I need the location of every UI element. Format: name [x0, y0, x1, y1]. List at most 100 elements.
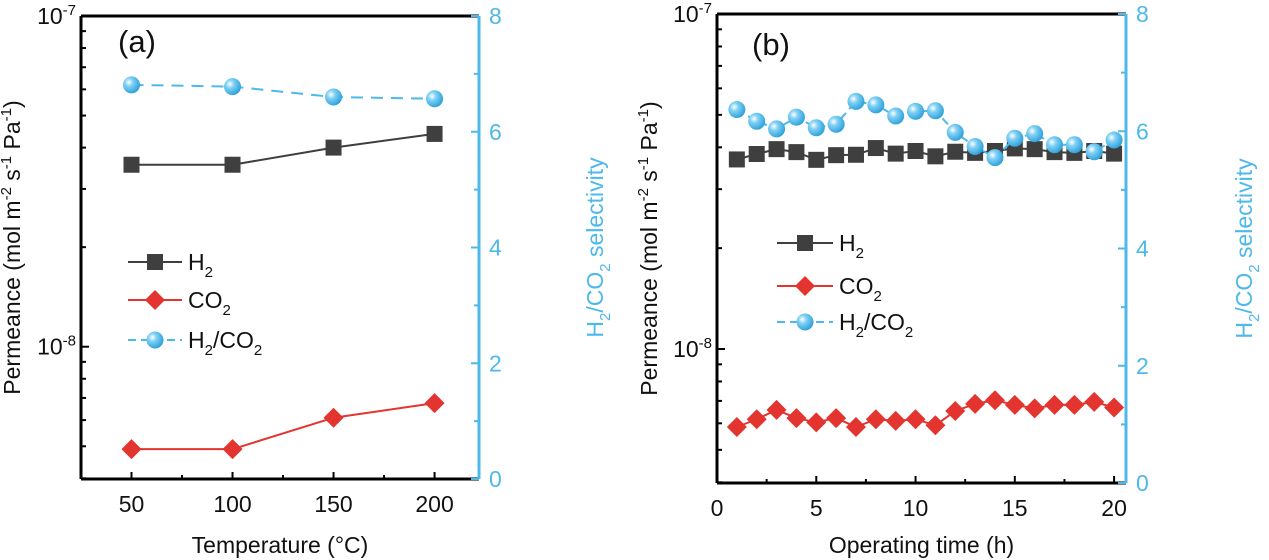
text-segment: 10 — [37, 3, 63, 29]
text-segment: 10 — [37, 334, 63, 360]
square-marker — [728, 151, 745, 168]
square-marker — [325, 139, 342, 156]
superscript: -7 — [63, 2, 76, 19]
sphere-marker — [1065, 136, 1083, 154]
diamond-marker — [826, 408, 847, 429]
sphere-marker — [768, 120, 786, 138]
square-marker — [788, 144, 805, 161]
sphere-marker — [728, 101, 746, 119]
subscript: 2 — [856, 245, 864, 262]
x-tick-label: 100 — [213, 491, 251, 517]
y-tick-label: 10-8 — [37, 333, 76, 360]
superscript: -1 — [635, 109, 652, 122]
sphere-marker — [325, 88, 343, 106]
text-segment: selectivity — [1231, 158, 1257, 265]
text-segment: selectivity — [582, 157, 608, 264]
y2-tick-label: 0 — [1136, 470, 1149, 496]
text-segment: H — [582, 321, 608, 338]
sphere-marker — [748, 112, 766, 130]
square-marker — [224, 156, 241, 173]
square-marker — [887, 145, 904, 162]
text-segment: CO — [188, 287, 223, 313]
sphere-marker — [867, 96, 885, 114]
y2-tick-label: 4 — [489, 235, 502, 261]
subscript: 2 — [1246, 264, 1263, 272]
y2-tick-label: 8 — [1136, 1, 1149, 27]
superscript: -7 — [699, 0, 712, 17]
square-marker — [1106, 145, 1123, 162]
series-selectivity — [123, 76, 444, 108]
text-segment: Pa — [636, 122, 662, 157]
sphere-marker — [946, 123, 964, 141]
diamond-marker — [1104, 397, 1125, 418]
text-segment: H — [839, 309, 856, 335]
diamond-marker — [905, 409, 926, 430]
sphere-marker — [847, 92, 865, 110]
diamond-marker — [766, 399, 787, 420]
y2-tick-label: 2 — [489, 350, 502, 376]
sphere-marker — [123, 76, 141, 94]
subscript: 2 — [205, 264, 213, 281]
x-tick-label: 200 — [415, 491, 453, 517]
series-line-h2 — [131, 132, 435, 166]
x-axis-title: Operating time (h) — [829, 532, 1014, 558]
subscript: 2 — [1246, 314, 1263, 322]
x-tick-label: 20 — [1101, 495, 1127, 521]
diamond-marker — [945, 401, 966, 422]
sphere-marker — [146, 331, 164, 349]
x-axis-title: Temperature (°C) — [192, 532, 369, 558]
series-line-co2 — [131, 402, 435, 451]
diamond-marker — [1044, 394, 1065, 415]
sphere-marker — [796, 313, 814, 331]
series-selectivity — [728, 92, 1123, 167]
diamond-marker — [806, 412, 827, 433]
y2-tick-label: 4 — [1136, 236, 1149, 262]
x-tick-label: 50 — [119, 491, 145, 517]
text-segment: 10 — [673, 1, 699, 27]
text-segment: Permeance (mol m — [0, 200, 25, 394]
square-marker — [947, 143, 964, 160]
text-segment: Pa — [0, 121, 25, 156]
diamond-marker — [795, 276, 815, 296]
text-segment: /CO — [864, 309, 905, 335]
square-marker — [808, 151, 825, 168]
square-marker — [147, 254, 163, 270]
sphere-marker — [426, 90, 444, 108]
diamond-marker — [965, 393, 986, 414]
sphere-marker — [1026, 125, 1044, 143]
square-marker — [123, 156, 140, 173]
square-marker — [907, 142, 924, 159]
diamond-marker — [1064, 394, 1085, 415]
subscript: 2 — [205, 342, 213, 359]
legend-item-co2: CO2 — [777, 273, 882, 305]
legend-label: CO2 — [188, 287, 231, 319]
text-segment: /CO — [213, 327, 254, 353]
y2-axis-title: H2/CO2 selectivity — [582, 157, 614, 338]
superscript: -2 — [0, 187, 15, 200]
sphere-marker — [887, 107, 905, 125]
panel-label: (a) — [118, 24, 156, 59]
legend-label: H2/CO2 — [188, 327, 262, 359]
text-segment: H — [1231, 322, 1257, 339]
square-marker — [426, 125, 443, 142]
text-segment: ) — [0, 100, 25, 108]
legend-label: CO2 — [839, 273, 882, 305]
sphere-marker — [807, 119, 825, 137]
series-co2 — [121, 393, 445, 460]
subscript: 2 — [874, 288, 882, 305]
text-segment: 10 — [673, 336, 699, 362]
text-segment: s — [636, 170, 662, 188]
legend-label: H2/CO2 — [839, 309, 913, 341]
diamond-marker — [786, 408, 807, 429]
subscript: 2 — [597, 263, 614, 271]
legend-item-selectivity: H2/CO2 — [777, 309, 913, 341]
y2-tick-label: 2 — [1136, 353, 1149, 379]
panel-label: (b) — [752, 27, 790, 62]
sphere-marker — [926, 102, 944, 120]
legend-item-selectivity: H2/CO2 — [128, 327, 262, 359]
y2-tick-label: 6 — [1136, 118, 1149, 144]
diamond-marker — [1084, 391, 1105, 412]
